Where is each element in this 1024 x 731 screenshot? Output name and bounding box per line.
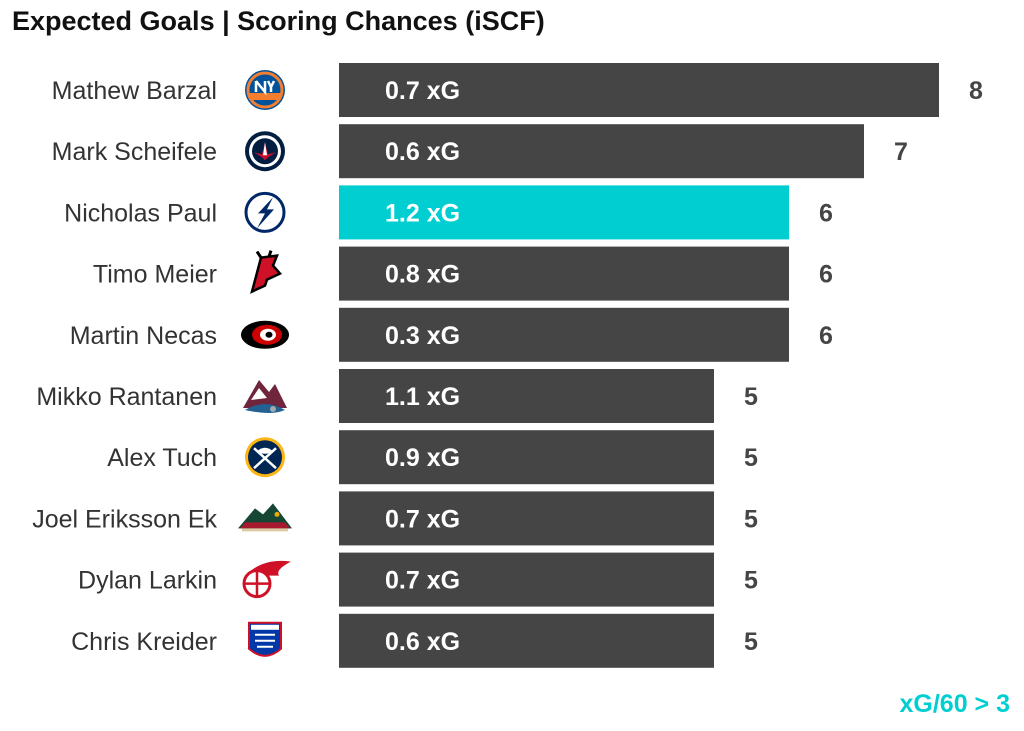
value-label: 5 — [744, 444, 758, 472]
xg-label: 0.8 xG — [385, 261, 460, 289]
bar — [339, 552, 714, 607]
rangers-logo-icon — [248, 621, 282, 657]
player-label: Mathew Barzal — [52, 77, 217, 105]
player-label: Nicholas Paul — [64, 199, 217, 227]
red-wings-logo-icon — [242, 560, 291, 599]
bar — [339, 185, 789, 240]
avalanche-logo-icon — [243, 380, 287, 413]
xg-label: 0.6 xG — [385, 138, 460, 166]
bar — [339, 491, 714, 546]
bar — [339, 307, 789, 362]
value-label: 5 — [744, 567, 758, 595]
player-label: Martin Necas — [70, 322, 217, 350]
player-label: Joel Eriksson Ek — [32, 505, 217, 533]
xg-label: 0.7 xG — [385, 567, 460, 595]
value-label: 6 — [819, 322, 833, 350]
xg-label: 1.2 xG — [385, 199, 460, 227]
player-label: Alex Tuch — [107, 444, 217, 472]
sabres-logo-icon — [245, 437, 285, 478]
hurricanes-logo-icon — [241, 320, 289, 349]
value-label: 5 — [744, 383, 758, 411]
player-label: Mark Scheifele — [52, 138, 217, 166]
xg-label: 0.7 xG — [385, 77, 460, 105]
legend-note: xG/60 > 3 — [899, 690, 1011, 718]
bar — [339, 613, 714, 668]
value-label: 5 — [744, 505, 758, 533]
islanders-logo-icon — [245, 70, 285, 110]
value-label: 6 — [819, 199, 833, 227]
bar — [339, 369, 714, 423]
chart-title: Expected Goals | Scoring Chances (iSCF) — [12, 6, 545, 36]
bar — [339, 63, 939, 117]
xg-label: 0.6 xG — [385, 628, 460, 656]
player-label: Dylan Larkin — [78, 567, 217, 595]
value-label: 7 — [894, 138, 908, 166]
bar — [339, 124, 864, 179]
player-label: Timo Meier — [93, 261, 217, 289]
jets-logo-icon — [245, 131, 285, 172]
value-label: 6 — [819, 261, 833, 289]
wild-logo-icon — [238, 503, 292, 532]
bar — [339, 430, 714, 485]
value-label: 8 — [969, 77, 983, 105]
player-label: Chris Kreider — [71, 628, 217, 656]
lightning-logo-icon — [244, 191, 286, 233]
bar — [339, 246, 789, 301]
xg-label: 0.9 xG — [385, 444, 460, 472]
xg-label: 0.7 xG — [385, 505, 460, 533]
xg-label: 0.3 xG — [385, 322, 460, 350]
xg-label: 1.1 xG — [385, 383, 460, 411]
value-label: 5 — [744, 628, 758, 656]
devils-logo-icon — [250, 250, 283, 294]
player-label: Mikko Rantanen — [36, 383, 217, 411]
